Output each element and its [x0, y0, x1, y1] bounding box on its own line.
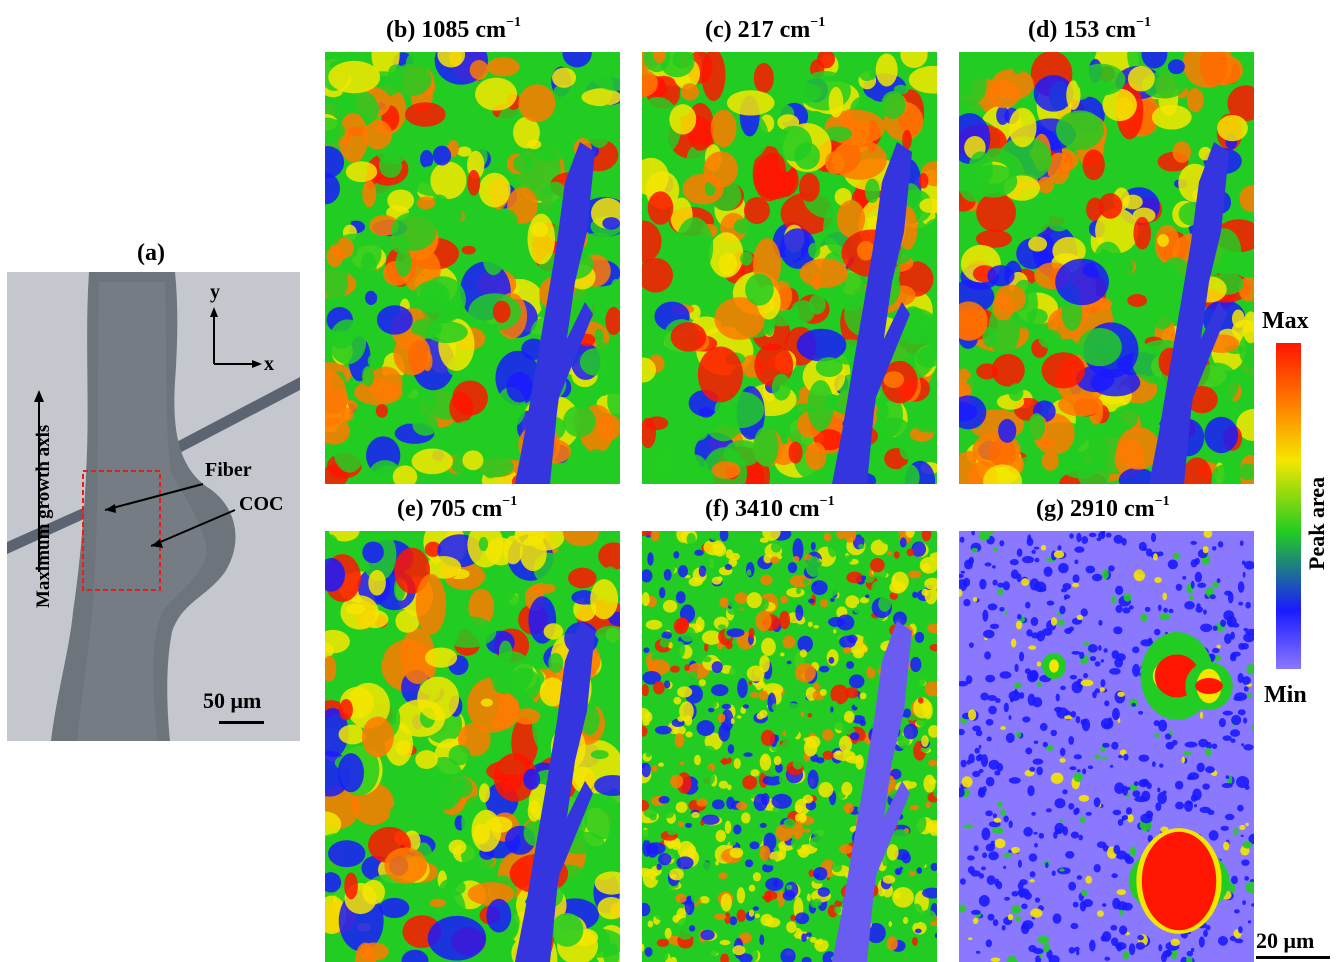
map-f-title: (f) 3410 cm−1	[705, 494, 835, 522]
scale-20um-label: 20 μm	[1256, 928, 1315, 953]
coc-label: COC	[239, 493, 284, 515]
raman-map-c	[642, 52, 937, 484]
scale-bar-20um	[1256, 956, 1330, 959]
raman-map-b	[325, 52, 620, 484]
colorbar	[1276, 343, 1301, 669]
raman-map-e	[325, 531, 620, 962]
roi-box	[82, 470, 161, 591]
map-b-title: (b) 1085 cm−1	[386, 15, 521, 43]
fiber-label: Fiber	[205, 459, 252, 481]
colorbar-min-label: Min	[1264, 682, 1307, 708]
raman-map-g	[959, 531, 1254, 962]
colorbar-axis-label: Peak area	[1304, 476, 1329, 570]
axis-y-label: y	[210, 281, 220, 303]
map-c-title: (c) 217 cm−1	[705, 15, 826, 43]
raman-map-d	[959, 52, 1254, 484]
scale-50um-label: 50 μm	[203, 688, 262, 713]
map-e-title: (e) 705 cm−1	[397, 494, 518, 522]
colorbar-max-label: Max	[1262, 308, 1309, 334]
growth-axis-label: Maximum growth axis	[33, 424, 54, 608]
panel-a-label: (a)	[137, 240, 165, 266]
micrograph-image: Fiber COC y x 50 μm Maximum growth axis	[7, 272, 300, 741]
raman-map-f	[642, 531, 937, 962]
map-d-title: (d) 153 cm−1	[1028, 15, 1151, 43]
axis-x-label: x	[264, 353, 274, 375]
map-g-title: (g) 2910 cm−1	[1036, 494, 1170, 522]
